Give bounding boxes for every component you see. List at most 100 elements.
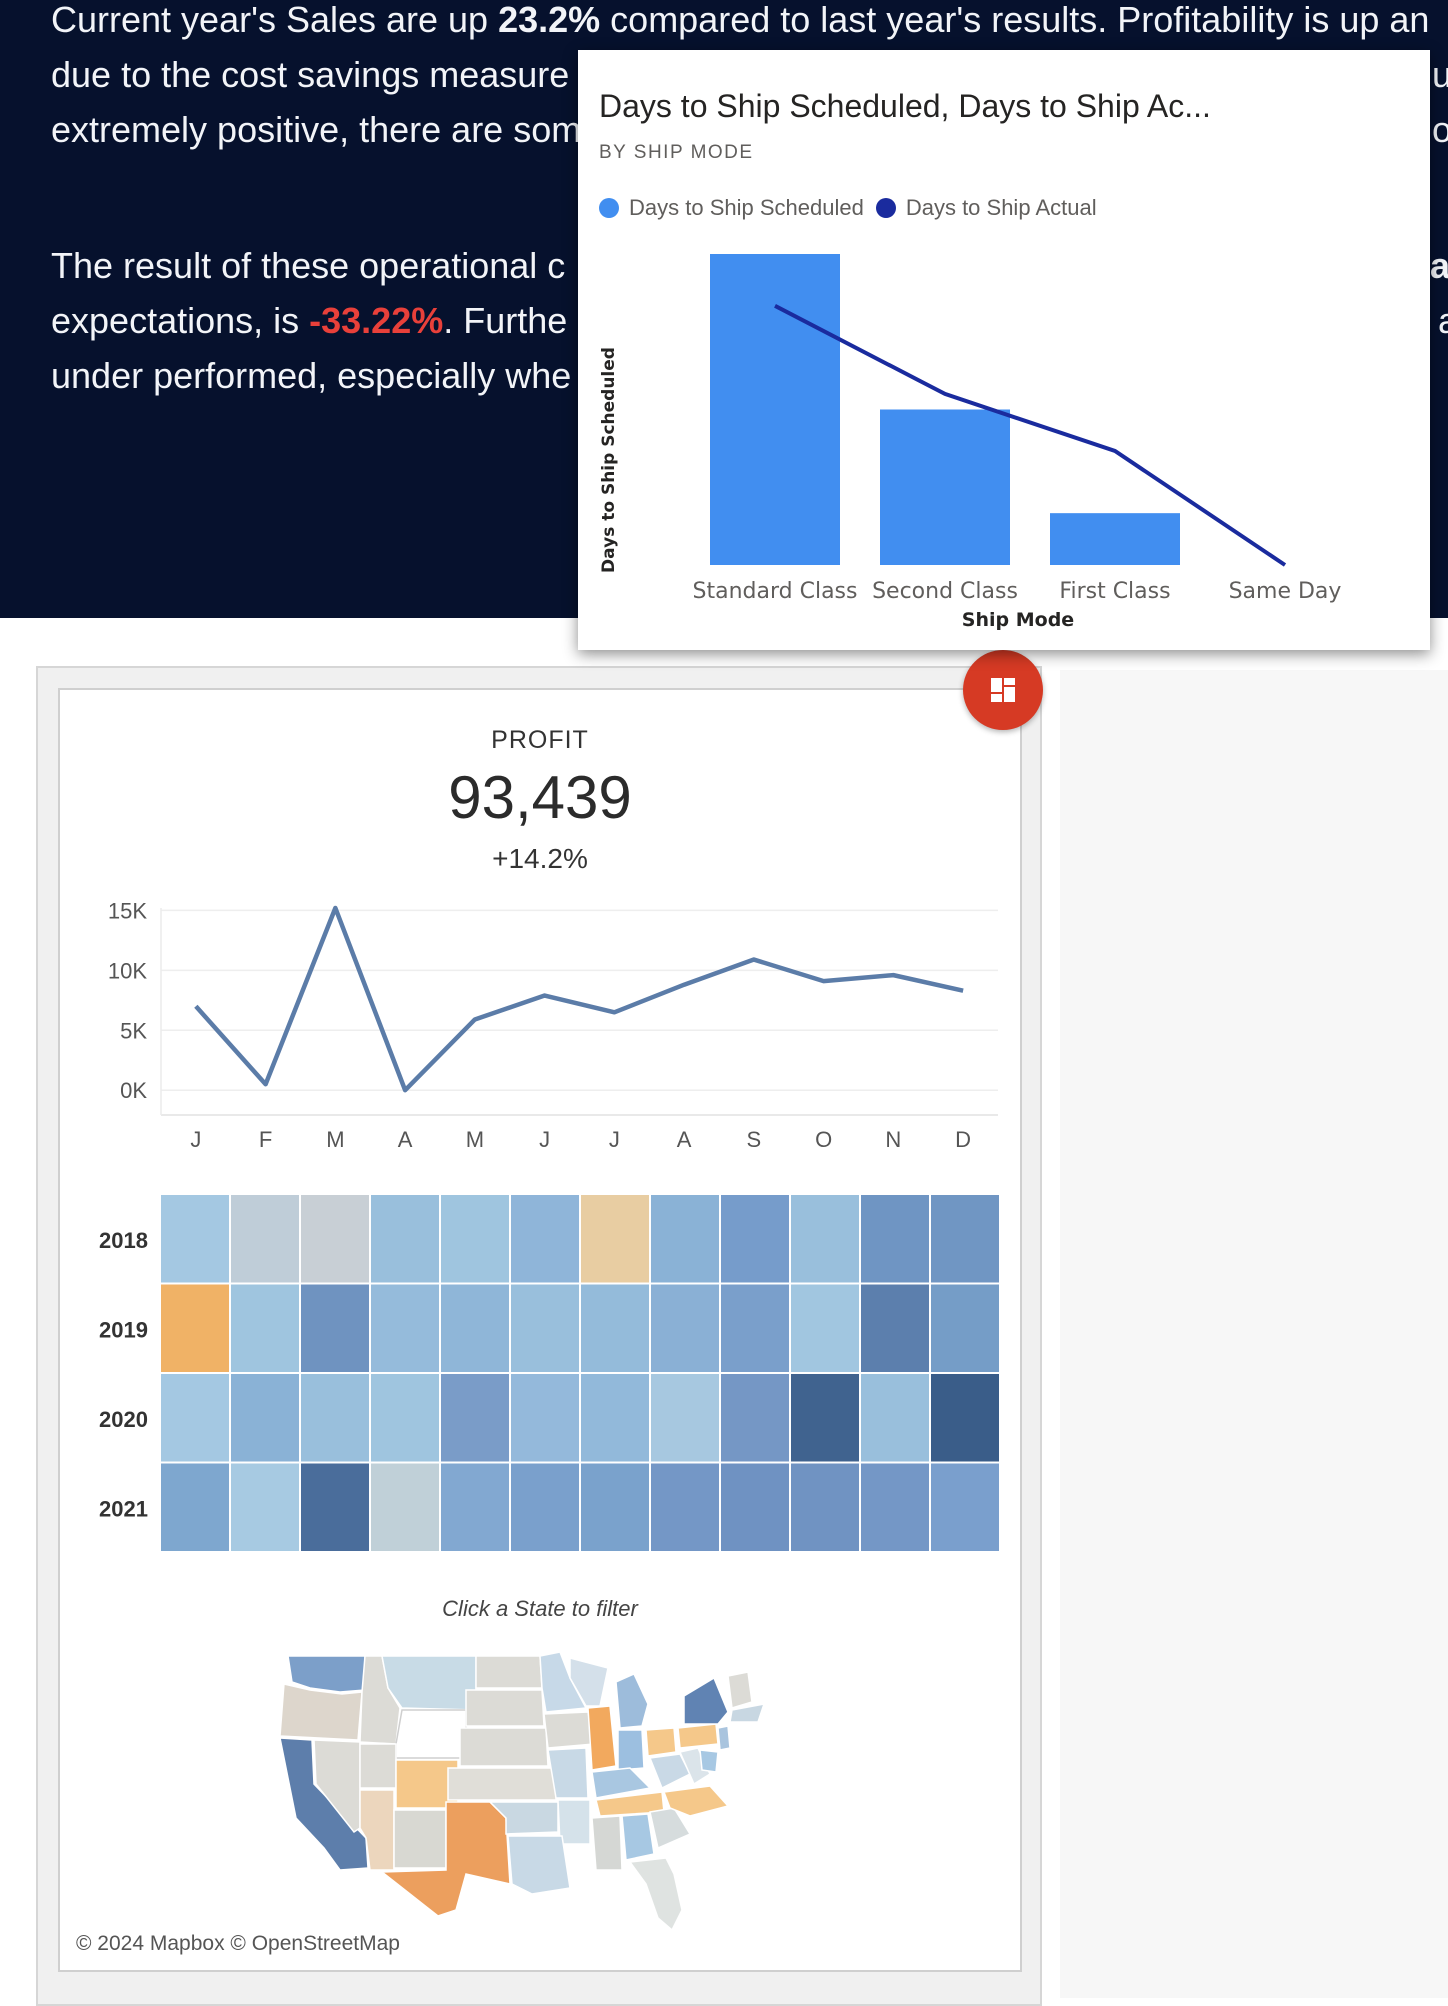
map-state[interactable] [630, 1858, 682, 1930]
map-state[interactable] [728, 1672, 752, 1708]
map-state[interactable] [592, 1816, 622, 1870]
map-state[interactable] [588, 1706, 616, 1770]
heatmap-cell [651, 1374, 719, 1462]
map-state[interactable] [618, 1730, 644, 1770]
x-tick-label: J [190, 1127, 201, 1150]
x-tick-label: Standard Class [693, 579, 858, 604]
heatmap-cell [931, 1195, 999, 1283]
us-state-map[interactable] [270, 1648, 810, 1938]
map-state[interactable] [396, 1710, 466, 1758]
ship-days-chart-card[interactable]: Days to Ship Scheduled, Days to Ship Ac.… [578, 50, 1430, 650]
map-state[interactable] [718, 1726, 730, 1750]
heatmap-cell [441, 1195, 509, 1283]
heatmap-cell [511, 1195, 579, 1283]
heatmap-cell [861, 1464, 929, 1552]
map-credit[interactable]: © 2024 Mapbox © OpenStreetMap [76, 1932, 400, 1956]
map-state[interactable] [448, 1768, 556, 1800]
map-state[interactable] [288, 1656, 365, 1692]
heatmap-cell [301, 1464, 369, 1552]
map-state[interactable] [592, 1768, 650, 1798]
heatmap-cell [301, 1285, 369, 1373]
heatmap-cell [791, 1374, 859, 1462]
heatmap-cell [931, 1464, 999, 1552]
bar-scheduled [880, 410, 1010, 566]
x-tick-label: M [326, 1127, 344, 1150]
x-tick-label: M [466, 1127, 484, 1150]
profit-kpi-value: 93,439 [58, 763, 1022, 832]
map-state[interactable] [646, 1728, 676, 1756]
narrative-edge-fragment: a [1430, 238, 1448, 293]
heatmap-cell [441, 1285, 509, 1373]
heatmap-cell [721, 1464, 789, 1552]
narrative-line: extremely positive, there are som [51, 109, 581, 150]
heatmap-cell [371, 1285, 439, 1373]
heatmap-cell [511, 1374, 579, 1462]
narrative-line: under performed, especially whe [51, 355, 571, 396]
narrative-edge-fragment: u [1432, 47, 1448, 102]
map-state[interactable] [616, 1674, 648, 1728]
heatmap-cell [791, 1285, 859, 1373]
y-tick-label: 10K [108, 958, 147, 983]
map-state[interactable] [678, 1724, 718, 1748]
x-tick-label: Same Day [1229, 579, 1342, 604]
heatmap-cell [581, 1195, 649, 1283]
map-state[interactable] [460, 1728, 548, 1766]
heatmap-cell [371, 1195, 439, 1283]
map-state[interactable] [394, 1810, 446, 1868]
y-tick-label: 15K [108, 898, 147, 923]
x-axis-label: Ship Mode [962, 609, 1074, 631]
heatmap-row-label: 2021 [99, 1496, 148, 1521]
map-state[interactable] [360, 1744, 396, 1788]
profit-kpi-delta: +14.2% [58, 843, 1022, 875]
heatmap-row-label: 2020 [99, 1407, 148, 1432]
map-state[interactable] [280, 1684, 362, 1740]
negative-metric: -33.22% [309, 300, 443, 341]
heatmap-cell [231, 1464, 299, 1552]
y-tick-label: 0K [120, 1078, 147, 1103]
heatmap-cell [721, 1285, 789, 1373]
heatmap-cell [161, 1195, 229, 1283]
x-tick-label: S [747, 1127, 762, 1150]
heatmap-cell [861, 1374, 929, 1462]
heatmap-row-label: 2019 [99, 1317, 148, 1342]
heatmap-cell [301, 1374, 369, 1462]
map-state[interactable] [700, 1750, 718, 1772]
dashboard-grid-icon [988, 675, 1018, 705]
map-state[interactable] [466, 1690, 544, 1726]
heatmap-cell [651, 1285, 719, 1373]
heatmap-cell [231, 1195, 299, 1283]
heatmap-cell [511, 1285, 579, 1373]
narrative-line: The result of these operational c [51, 245, 565, 286]
y-tick-label: 5K [120, 1018, 147, 1043]
map-state[interactable] [548, 1748, 588, 1798]
map-state[interactable] [684, 1678, 728, 1724]
map-state[interactable] [476, 1656, 542, 1688]
map-state[interactable] [508, 1836, 570, 1894]
heatmap-cell [931, 1374, 999, 1462]
bar-scheduled [710, 254, 840, 565]
x-tick-label: Second Class [872, 579, 1018, 604]
dashboard-menu-button[interactable] [963, 650, 1043, 730]
x-tick-label: J [539, 1127, 550, 1150]
heatmap-cell [651, 1195, 719, 1283]
map-hint: Click a State to filter [58, 1596, 1022, 1622]
heatmap-cell [931, 1285, 999, 1373]
x-tick-label: O [815, 1127, 832, 1150]
bar-scheduled [1050, 513, 1180, 565]
profit-kpi-title: PROFIT [58, 726, 1022, 755]
narrative-line: due to the cost savings measure [51, 54, 569, 95]
narrative-line: expectations, is -33.22%. Furthe [51, 300, 567, 341]
profit-line [196, 908, 963, 1090]
heatmap-cell [791, 1195, 859, 1283]
x-tick-label: First Class [1059, 579, 1170, 604]
map-state[interactable] [544, 1712, 594, 1748]
heatmap-cell [861, 1195, 929, 1283]
heatmap-cell [301, 1195, 369, 1283]
map-state[interactable] [622, 1814, 654, 1860]
heatmap-cell [581, 1285, 649, 1373]
x-tick-label: D [955, 1127, 971, 1150]
heatmap-cell [161, 1464, 229, 1552]
